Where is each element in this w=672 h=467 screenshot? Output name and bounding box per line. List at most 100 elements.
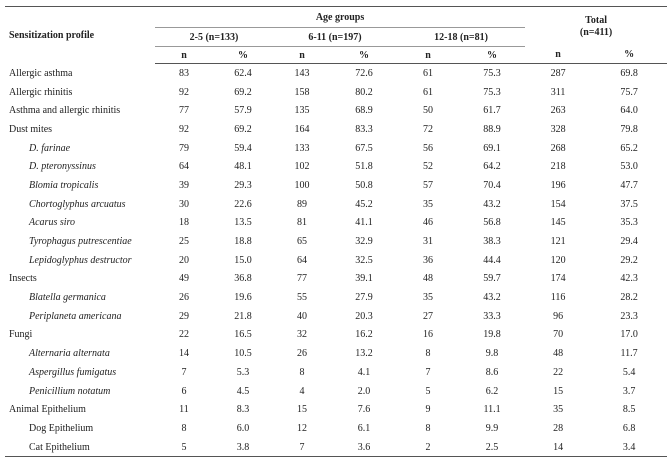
cell-percent: 69.2 [234, 86, 252, 98]
row-label: Periplaneta americana [29, 310, 122, 322]
table-row: Aspergillus fumigatus 7 5.3 8 4.1 7 8.6 22 5.4 [5, 363, 667, 382]
cell-percent: 44.4 [483, 254, 501, 266]
cell-percent: 62.4 [234, 67, 252, 79]
cell-percent: 10.5 [234, 348, 252, 360]
row-label: Fungi [9, 329, 33, 341]
cell-count: 35 [553, 404, 564, 416]
cell-percent: 23.3 [620, 310, 638, 322]
cell-count: 15 [553, 385, 564, 397]
table-row: Dog Epithelium 8 6.0 12 6.1 8 9.9 28 6.8 [5, 419, 667, 438]
subheader-pct: % [331, 46, 397, 64]
cell-percent: 88.9 [483, 123, 501, 135]
cell-count: 70 [553, 329, 564, 341]
profile-header: Sensitization profile [5, 6, 155, 64]
cell-percent: 2.5 [459, 437, 526, 458]
cell-percent: 61.7 [483, 105, 501, 117]
cell-count: 5 [425, 385, 431, 397]
cell-count: 56 [423, 142, 433, 154]
cell-count: 39 [179, 179, 189, 191]
cell-count: 72 [423, 123, 433, 135]
subheader-n: n [397, 46, 459, 64]
cell-percent: 8.3 [236, 404, 250, 416]
row-label: Blomia tropicalis [29, 179, 99, 191]
cell-count: 79 [179, 142, 189, 154]
cell-count: 8 [425, 422, 431, 434]
cell-count: 65 [297, 236, 307, 248]
cell-percent: 75.3 [483, 86, 501, 98]
cell-count: 27 [423, 310, 433, 322]
table-row: D. farinae 79 59.4 133 67.5 56 69.1 268 65.2 [5, 139, 667, 158]
row-label: D. farinae [29, 142, 71, 154]
cell-count: 164 [294, 123, 310, 135]
table-row: Animal Epithelium 11 8.3 15 7.6 9 11.1 35 8.5 [5, 400, 667, 419]
cell-percent: 75.7 [620, 86, 638, 98]
cell-count: 29 [179, 310, 189, 322]
cell-percent: 8.5 [622, 404, 636, 416]
row-label: Dog Epithelium [29, 422, 94, 434]
row-label: D. pteronyssinus [29, 161, 96, 173]
subheader-pct: % [591, 46, 668, 64]
cell-percent: 8.6 [485, 366, 499, 378]
cell-count: 36 [423, 254, 433, 266]
cell-percent: 67.5 [355, 142, 373, 154]
cell-percent: 45.2 [355, 198, 373, 210]
cell-count: 50 [423, 105, 433, 117]
cell-count: 52 [423, 161, 433, 173]
cell-percent: 50.8 [355, 179, 373, 191]
table-container: Sensitization profile Age groups Total (… [5, 6, 668, 458]
cell-count: 28 [553, 422, 564, 434]
row-label: Asthma and allergic rhinitis [9, 105, 121, 117]
cell-count: 40 [297, 310, 307, 322]
cell-percent: 59.7 [483, 273, 501, 285]
table-row: D. pteronyssinus 64 48.1 102 51.8 52 64.2 218 53… [5, 157, 667, 176]
cell-count: 154 [550, 198, 566, 210]
cell-count: 83 [179, 67, 189, 79]
cell-percent: 6.1 [357, 422, 371, 434]
cell-percent: 6.0 [236, 422, 250, 434]
cell-percent: 11.7 [620, 348, 638, 360]
cell-count: 6 [181, 385, 187, 397]
cell-count: 11 [179, 404, 189, 416]
cell-percent: 19.6 [234, 292, 252, 304]
group-header-12-18: 12-18 (n=81) [397, 27, 526, 47]
cell-count: 311 [550, 86, 566, 98]
cell-count: 218 [550, 161, 566, 173]
cell-count: 22 [179, 329, 189, 341]
cell-count: 26 [179, 292, 189, 304]
cell-percent: 29.3 [234, 179, 252, 191]
cell-percent: 3.4 [591, 437, 668, 458]
row-label: Aspergillus fumigatus [29, 366, 117, 378]
cell-count: 32 [297, 329, 307, 341]
row-label: Lepidoglyphus destructor [29, 254, 132, 266]
cell-percent: 65.2 [620, 142, 638, 154]
cell-percent: 9.9 [485, 422, 499, 434]
cell-percent: 2.0 [357, 385, 371, 397]
cell-percent: 83.3 [355, 123, 373, 135]
cell-count: 14 [525, 437, 592, 458]
cell-percent: 39.1 [355, 273, 373, 285]
cell-percent: 53.0 [620, 161, 638, 173]
row-label: Cat Epithelium [5, 437, 155, 458]
cell-percent: 6.8 [622, 422, 636, 434]
table-row: Periplaneta americana 29 21.8 40 20.3 27 33.3 9… [5, 307, 667, 326]
cell-percent: 16.5 [234, 329, 252, 341]
total-header: Total (n=411) [525, 6, 668, 47]
cell-percent: 37.5 [620, 198, 638, 210]
row-label: Insects [9, 273, 37, 285]
row-label: Animal Epithelium [9, 404, 86, 416]
cell-percent: 18.8 [234, 236, 252, 248]
cell-percent: 3.8 [213, 437, 273, 458]
cell-percent: 69.1 [483, 142, 501, 154]
table-row: Blatella germanica 26 19.6 55 27.9 35 43.2 116 2… [5, 288, 667, 307]
cell-percent: 69.2 [234, 123, 252, 135]
age-groups-header: Age groups [155, 6, 526, 28]
cell-count: 25 [179, 236, 189, 248]
cell-percent: 16.2 [355, 329, 373, 341]
table-row: Alternaria alternata 14 10.5 26 13.2 8 9.8 48 11… [5, 344, 667, 363]
table-row: Acarus siro 18 13.5 81 41.1 46 56.8 145 35.3 [5, 214, 667, 233]
row-label: Tyrophagus putrescentiae [29, 236, 132, 248]
cell-percent: 70.4 [483, 179, 501, 191]
cell-percent: 35.3 [620, 217, 638, 229]
cell-count: 4 [299, 385, 305, 397]
cell-percent: 22.6 [234, 198, 252, 210]
